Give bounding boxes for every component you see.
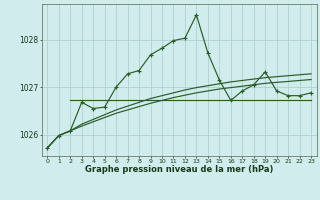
X-axis label: Graphe pression niveau de la mer (hPa): Graphe pression niveau de la mer (hPa) (85, 165, 273, 174)
